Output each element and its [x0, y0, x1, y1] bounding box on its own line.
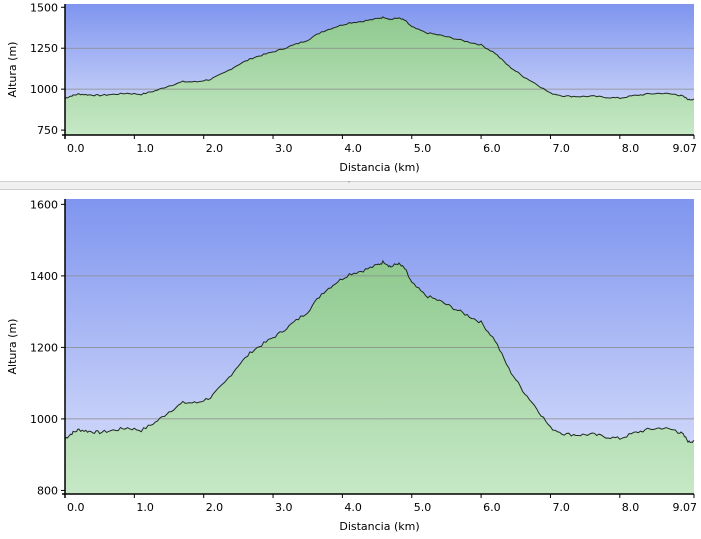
elevation-area [65, 16, 694, 135]
y-tick-label: 1200 [30, 341, 58, 354]
y-tick-label: 1500 [30, 1, 58, 14]
splitter-handle-icon[interactable]: ˆ [347, 181, 351, 189]
elevation-line [64, 259, 695, 444]
y-tick-label: 1000 [30, 413, 58, 426]
elevation-chart-bottom[interactable]: 800 1000 1200 1400 1600 0.0 1.0 2.0 3.0 4.0 5.0 6.0… [0, 190, 701, 539]
x-axis-title: Distancia (km) [339, 161, 419, 174]
chart-splitter[interactable]: ˆ [0, 181, 701, 190]
x-tick-label: 2.0 [206, 501, 224, 514]
y-tick-label: 750 [37, 124, 58, 137]
x-tick-label: 9.07 [673, 142, 698, 155]
x-tick-label: 2.0 [206, 142, 224, 155]
x-tick-label: 3.0 [275, 501, 293, 514]
x-tick-label: 1.0 [136, 501, 154, 514]
y-tick-label: 1400 [30, 270, 58, 283]
elevation-area [65, 260, 694, 494]
x-tick-label: 5.0 [414, 142, 432, 155]
x-tick-label: 8.0 [622, 501, 640, 514]
y-tick-label: 800 [37, 484, 58, 497]
x-tick-label: 1.0 [136, 142, 154, 155]
x-tick-label: 6.0 [483, 142, 501, 155]
x-tick-label: 7.0 [552, 142, 570, 155]
x-axis-title: Distancia (km) [339, 520, 419, 533]
x-tick-label: 5.0 [414, 501, 432, 514]
x-tick-label: 9.07 [673, 501, 698, 514]
y-tick-label: 1000 [30, 83, 58, 96]
x-tick-label: 4.0 [344, 142, 362, 155]
x-tick-label: 6.0 [483, 501, 501, 514]
x-tick-label: 8.0 [622, 142, 640, 155]
y-axis-title: Altura (m) [6, 319, 19, 375]
x-tick-label: 3.0 [275, 142, 293, 155]
x-tick-label: 0.0 [67, 501, 85, 514]
x-tick-label: 7.0 [552, 501, 570, 514]
y-tick-label: 1250 [30, 42, 58, 55]
y-axis-title: Altura (m) [6, 42, 19, 98]
x-tick-label: 4.0 [344, 501, 362, 514]
elevation-line [64, 16, 695, 101]
y-tick-label: 1600 [30, 198, 58, 211]
elevation-chart-top[interactable]: 750 1000 1250 1500 0.0 1.0 2.0 3.0 4.0 5.0 6.0 7.0 8… [0, 0, 701, 181]
x-tick-label: 0.0 [67, 142, 85, 155]
